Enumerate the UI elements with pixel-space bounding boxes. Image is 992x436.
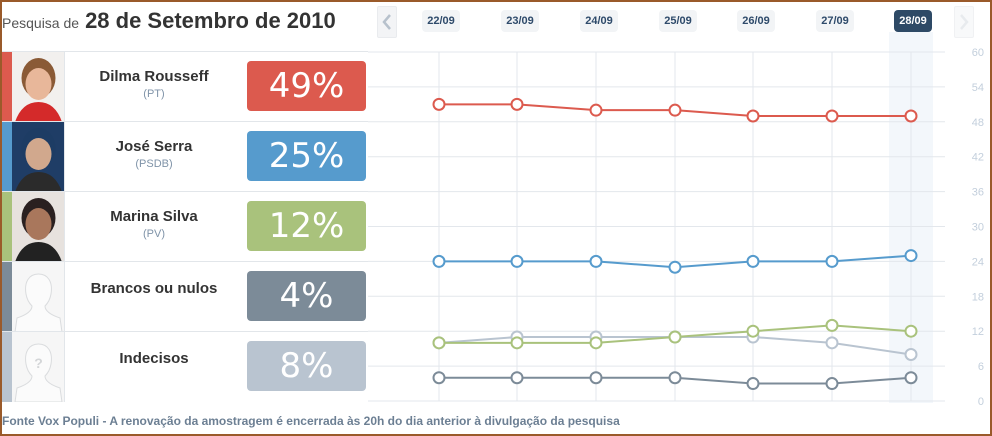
y-tick-label: 6	[978, 361, 984, 373]
data-point	[904, 249, 918, 263]
candidate-name: Indecisos	[119, 350, 189, 367]
candidate-label: Brancos ou nulos	[66, 280, 242, 297]
date-tab[interactable]: 28/09	[894, 10, 932, 32]
candidate-photo	[12, 122, 65, 192]
data-point	[432, 336, 446, 350]
date-tab[interactable]: 25/09	[659, 10, 697, 32]
candidate-row: Dilma Rousseff (PT) 49%	[2, 51, 368, 122]
data-point	[668, 330, 682, 344]
percentage-badge: 12%	[247, 201, 366, 251]
data-point	[904, 347, 918, 361]
candidate-row: Brancos ou nulos 4%	[2, 261, 368, 332]
candidate-photo	[12, 52, 65, 122]
candidate-label: Dilma Rousseff (PT)	[66, 68, 242, 100]
percentage-badge: 25%	[247, 131, 366, 181]
data-point	[510, 336, 524, 350]
candidate-photo	[12, 192, 65, 262]
source-footnote: Fonte Vox Populi - A renovação da amostr…	[2, 414, 620, 428]
question-silhouette-icon: ?	[12, 332, 65, 402]
color-stripe	[2, 192, 12, 262]
data-point	[746, 254, 760, 268]
y-tick-label: 42	[972, 152, 984, 164]
data-point	[904, 109, 918, 123]
data-point	[668, 371, 682, 385]
data-point	[510, 371, 524, 385]
chevron-right-icon	[960, 14, 969, 30]
color-stripe	[2, 332, 12, 402]
svg-text:?: ?	[34, 355, 43, 371]
data-point	[432, 97, 446, 111]
data-point	[746, 377, 760, 391]
data-point	[668, 260, 682, 274]
date-tab[interactable]: 27/09	[816, 10, 854, 32]
candidate-row: ? Indecisos 8%	[2, 331, 368, 402]
color-stripe	[2, 262, 12, 332]
next-date-button[interactable]	[954, 6, 974, 38]
title-date: 28 de Setembro de 2010	[85, 8, 336, 33]
data-point	[510, 97, 524, 111]
percentage-badge: 8%	[247, 341, 366, 391]
data-point	[825, 254, 839, 268]
data-point	[825, 336, 839, 350]
candidate-party: (PT)	[143, 88, 165, 100]
candidate-party: (PV)	[143, 228, 165, 240]
data-point	[746, 324, 760, 338]
candidate-name: Dilma Rousseff	[99, 68, 209, 85]
title-prefix: Pesquisa de	[2, 15, 80, 31]
data-point	[825, 377, 839, 391]
percentage-badge: 49%	[247, 61, 366, 111]
date-tab[interactable]: 22/09	[422, 10, 460, 32]
data-point	[589, 336, 603, 350]
data-point	[904, 324, 918, 338]
candidate-row: José Serra (PSDB) 25%	[2, 121, 368, 192]
data-point	[904, 371, 918, 385]
data-point	[589, 371, 603, 385]
candidate-label: Marina Silva (PV)	[66, 208, 242, 240]
candidate-name: Marina Silva	[110, 208, 198, 225]
poll-line-chart: 0 6 12 18 24 30 36 42 48 54 60	[368, 47, 984, 408]
y-tick-label: 30	[972, 222, 984, 234]
data-point	[825, 109, 839, 123]
candidate-label: Indecisos	[66, 350, 242, 367]
data-point	[510, 254, 524, 268]
page-title: Pesquisa de 28 de Setembro de 2010	[2, 8, 336, 34]
data-point	[668, 103, 682, 117]
date-tab[interactable]: 23/09	[501, 10, 539, 32]
data-point	[432, 254, 446, 268]
date-tab[interactable]: 26/09	[737, 10, 775, 32]
color-stripe	[2, 52, 12, 122]
data-point	[589, 254, 603, 268]
candidate-label: José Serra (PSDB)	[66, 138, 242, 170]
y-tick-label: 54	[972, 82, 984, 94]
y-tick-label: 60	[972, 47, 984, 59]
data-point	[589, 103, 603, 117]
data-point	[746, 109, 760, 123]
y-tick-label: 36	[972, 187, 984, 199]
candidate-party: (PSDB)	[135, 158, 173, 170]
candidate-row: Marina Silva (PV) 12%	[2, 191, 368, 262]
y-tick-label: 18	[972, 291, 984, 303]
percentage-badge: 4%	[247, 271, 366, 321]
data-point	[432, 371, 446, 385]
y-tick-label: 0	[978, 396, 984, 408]
chevron-left-icon	[382, 14, 391, 30]
candidate-name: Brancos ou nulos	[90, 280, 218, 297]
data-point	[825, 318, 839, 332]
date-tab[interactable]: 24/09	[580, 10, 618, 32]
y-tick-label: 12	[972, 326, 984, 338]
prev-date-button[interactable]	[377, 6, 397, 38]
y-tick-label: 48	[972, 117, 984, 129]
color-stripe	[2, 122, 12, 192]
silhouette-icon	[12, 262, 65, 332]
candidate-name: José Serra	[115, 138, 193, 155]
y-tick-label: 24	[972, 256, 984, 268]
